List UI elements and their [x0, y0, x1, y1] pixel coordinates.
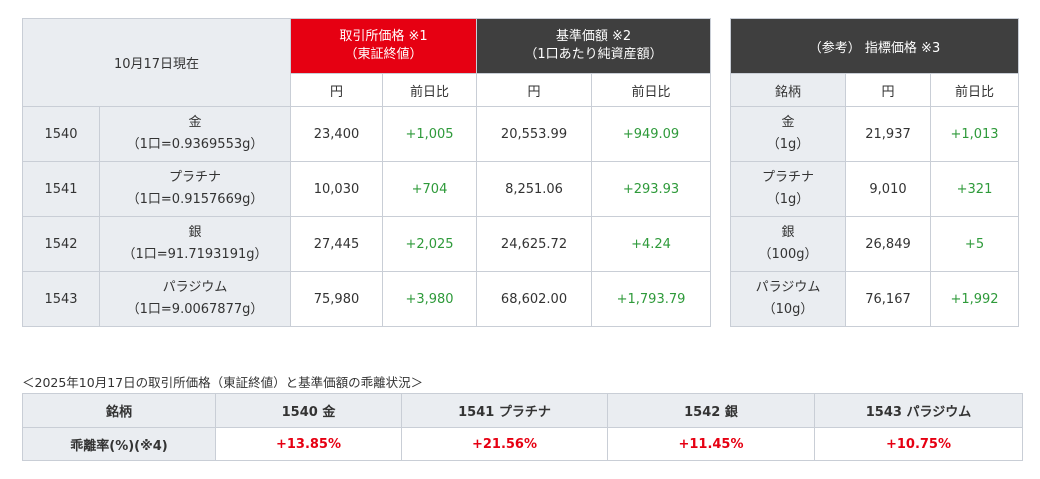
- table-row: 金 （1g） 21,937 +1,013: [730, 106, 1020, 162]
- index-price: 76,167: [845, 271, 931, 327]
- index-price: 9,010: [845, 161, 931, 217]
- nav-price: 8,251.06: [476, 161, 593, 217]
- reference-price-table: （参考） 指標価格 ※3 銘柄 円 前日比 金 （1g） 21,937 +1,0…: [729, 18, 1020, 327]
- col-header-change: 前日比: [591, 73, 712, 107]
- as-of-date: 10月17日現在: [22, 18, 291, 107]
- fund-name: 銀: [188, 225, 202, 240]
- index-price: 26,849: [845, 216, 931, 272]
- price-table: 10月17日現在 取引所価格 ※1 （東証終値） 基準価額 ※2 （1口あたり純…: [22, 18, 712, 327]
- exchange-change: +3,980: [381, 271, 478, 327]
- fund-name-cell: パラジウム （1口=9.0067877g）: [99, 271, 291, 327]
- nav-change: +4.24: [591, 216, 712, 272]
- exchange-price-subtitle: （東証終値）: [344, 47, 423, 62]
- fund-name-cell: 金 （1口=0.9369553g）: [99, 106, 291, 162]
- fund-code: 1542: [22, 216, 100, 272]
- fund-code: 1543: [22, 271, 100, 327]
- fund-code: 1541: [22, 161, 100, 217]
- index-name-cell: プラチナ （1g）: [730, 161, 846, 217]
- index-unit: （100g）: [758, 247, 818, 262]
- fund-name: プラチナ: [168, 170, 221, 185]
- fund-unit: （1口=9.0067877g）: [126, 302, 264, 317]
- nav-price: 68,602.00: [476, 271, 593, 327]
- table-row: プラチナ （1g） 9,010 +321: [730, 161, 1020, 217]
- nav-change: +293.93: [591, 161, 712, 217]
- divergence-rate: +10.75%: [814, 427, 1023, 461]
- index-change: +321: [929, 161, 1020, 217]
- col-header-change: 前日比: [929, 73, 1020, 107]
- nav-title: 基準価額 ※2: [555, 29, 632, 44]
- table-row: 1543 パラジウム （1口=9.0067877g） 75,980 +3,980…: [22, 271, 712, 327]
- table-row: 銀 （100g） 26,849 +5: [730, 216, 1020, 272]
- divergence-column-header: 1540 金: [215, 393, 402, 428]
- exchange-change: +2,025: [381, 216, 478, 272]
- index-name-cell: 銀 （100g）: [730, 216, 846, 272]
- divergence-rate-label: 乖離率(%)(※4): [22, 427, 216, 461]
- index-change: +1,013: [929, 106, 1020, 162]
- index-name-cell: パラジウム （10g）: [730, 271, 846, 327]
- divergence-column-header: 1542 銀: [607, 393, 815, 428]
- table-row: 1540 金 （1口=0.9369553g） 23,400 +1,005 20,…: [22, 106, 712, 162]
- col-header-brand: 銘柄: [730, 73, 846, 107]
- col-header-yen: 円: [290, 73, 383, 107]
- index-unit: （1g）: [766, 137, 810, 152]
- index-name-cell: 金 （1g）: [730, 106, 846, 162]
- index-unit: （1g）: [766, 192, 810, 207]
- divergence-column-header: 1543 パラジウム: [814, 393, 1023, 428]
- fund-name: 金: [188, 115, 202, 130]
- index-unit: （10g）: [762, 302, 814, 317]
- exchange-price: 27,445: [290, 216, 383, 272]
- nav-change: +949.09: [591, 106, 712, 162]
- nav-change: +1,793.79: [591, 271, 712, 327]
- divergence-rate: +21.56%: [401, 427, 608, 461]
- divergence-caption: ＜2025年10月17日の取引所価格（東証終値）と基準価額の乖離状況＞: [22, 375, 424, 390]
- col-header-yen: 円: [845, 73, 931, 107]
- divergence-table: 銘柄 1540 金 1541 プラチナ 1542 銀 1543 パラジウム 乖離…: [22, 393, 1023, 461]
- exchange-price: 75,980: [290, 271, 383, 327]
- index-name: 銀: [781, 225, 795, 240]
- exchange-price: 10,030: [290, 161, 383, 217]
- brand-label: 銘柄: [22, 393, 216, 428]
- fund-name: パラジウム: [162, 280, 228, 295]
- table-row: 1542 銀 （1口=91.7193191g） 27,445 +2,025 24…: [22, 216, 712, 272]
- exchange-price-title: 取引所価格 ※1: [339, 29, 428, 44]
- fund-name-cell: プラチナ （1口=0.9157669g）: [99, 161, 291, 217]
- exchange-change: +704: [381, 161, 478, 217]
- nav-header: 基準価額 ※2 （1口あたり純資産額）: [476, 18, 712, 74]
- nav-price: 20,553.99: [476, 106, 593, 162]
- nav-subtitle: （1口あたり純資産額）: [524, 47, 663, 62]
- exchange-price-header: 取引所価格 ※1 （東証終値）: [289, 18, 478, 74]
- exchange-price: 23,400: [290, 106, 383, 162]
- index-price: 21,937: [845, 106, 931, 162]
- divergence-rate: +11.45%: [607, 427, 815, 461]
- divergence-rate: +13.85%: [215, 427, 402, 461]
- fund-name-cell: 銀 （1口=91.7193191g）: [99, 216, 291, 272]
- table-row: 1541 プラチナ （1口=0.9157669g） 10,030 +704 8,…: [22, 161, 712, 217]
- index-name: プラチナ: [761, 170, 814, 185]
- index-change: +5: [929, 216, 1020, 272]
- col-header-change: 前日比: [381, 73, 478, 107]
- index-name: 金: [781, 115, 795, 130]
- index-name: パラジウム: [755, 280, 821, 295]
- fund-unit: （1口=0.9369553g）: [126, 137, 264, 152]
- exchange-change: +1,005: [381, 106, 478, 162]
- fund-code: 1540: [22, 106, 100, 162]
- fund-unit: （1口=0.9157669g）: [126, 192, 264, 207]
- reference-header: （参考） 指標価格 ※3: [729, 18, 1020, 74]
- divergence-column-header: 1541 プラチナ: [401, 393, 608, 428]
- table-row: パラジウム （10g） 76,167 +1,992: [730, 271, 1020, 327]
- index-change: +1,992: [929, 271, 1020, 327]
- col-header-yen: 円: [476, 73, 593, 107]
- nav-price: 24,625.72: [476, 216, 593, 272]
- fund-unit: （1口=91.7193191g）: [122, 247, 268, 262]
